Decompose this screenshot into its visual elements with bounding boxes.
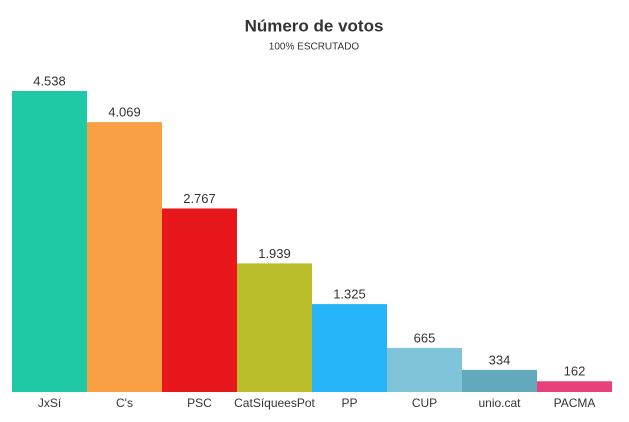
value-label: 4.538 [33,73,66,88]
bar [462,369,537,392]
value-label: 4.069 [108,105,141,120]
value-label: 334 [489,352,511,367]
chart-subtitle: 100% ESCRUTADO [269,42,360,53]
bar [12,91,87,392]
value-label: 665 [414,330,436,345]
bar [237,263,312,392]
bar [162,208,237,392]
x-tick-label: unio.cat [478,396,521,410]
x-tick-label: CUP [412,396,437,410]
x-tick-label: CatSíqueesPot [234,396,315,410]
bar [312,304,387,392]
value-label: 162 [564,364,586,379]
value-label: 1.325 [333,287,366,302]
x-tick-label: PSC [187,396,212,410]
x-tick-label: PP [341,396,357,410]
value-label: 2.767 [183,191,216,206]
x-tick-label: C's [116,396,133,410]
x-tick-label: PACMA [554,396,596,410]
x-tick-label: JxSí [38,396,62,410]
bar [537,381,612,392]
value-label: 1.939 [258,246,291,261]
chart-title: Número de votos [245,16,384,35]
bar [87,122,162,392]
bar [387,347,462,392]
